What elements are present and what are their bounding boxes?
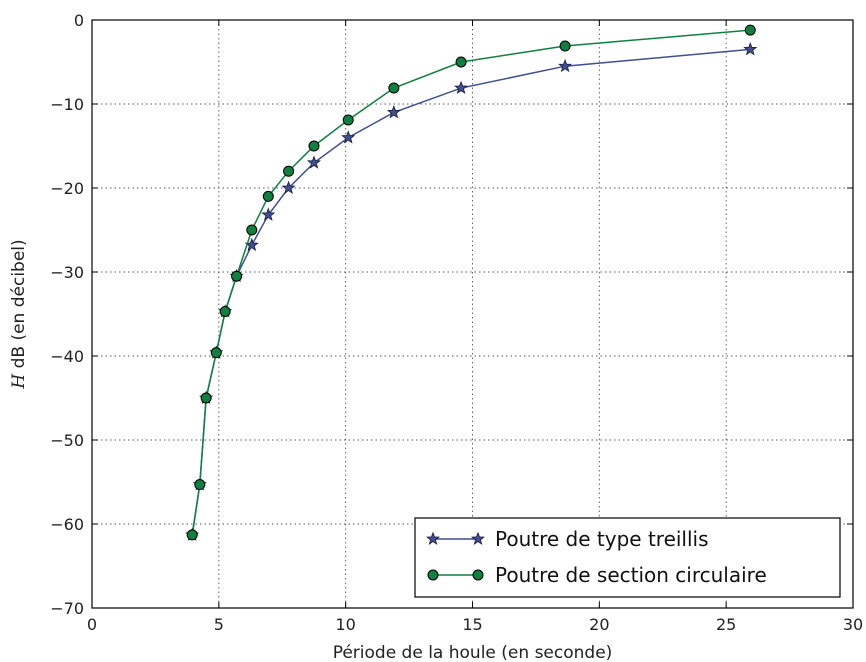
legend-marker-truss	[426, 531, 485, 545]
y-tick-label: −30	[50, 263, 84, 282]
x-tick-label: 30	[843, 615, 863, 634]
x-tick-label: 10	[335, 615, 355, 634]
legend-label-truss: Poutre de type treillis	[495, 527, 709, 551]
legend-marker-left	[426, 531, 440, 545]
legend-marker-left	[427, 569, 439, 581]
data-point	[210, 347, 222, 359]
data-point	[558, 58, 573, 73]
data-point	[341, 130, 356, 144]
data-point	[219, 305, 231, 317]
series-circular	[186, 24, 756, 541]
data-point	[283, 165, 295, 177]
data-point	[744, 24, 756, 36]
x-tick-label: 20	[589, 615, 609, 634]
legend: Poutre de type treillis Poutre de sectio…	[414, 517, 841, 598]
data-point	[231, 270, 243, 282]
tick-labels: 0 5 10 15 20 25 30 0 −10 −20 −30 −40 −50 −60 −70	[50, 11, 863, 634]
legend-marker-right	[471, 531, 485, 545]
legend-marker-right	[472, 569, 484, 581]
x-tick-label: 15	[462, 615, 482, 634]
x-axis-label: Période de la houle (en seconde)	[333, 643, 613, 662]
legend-entry-truss: Poutre de type treillis	[426, 527, 709, 551]
y-axis-label-text: dB (en décibel)	[9, 239, 29, 373]
data-point	[194, 479, 206, 491]
x-tick-label: 25	[716, 615, 736, 634]
y-tick-label: −60	[50, 515, 84, 534]
axis-ticks	[91, 19, 854, 609]
data-point	[281, 180, 296, 194]
data-point	[743, 42, 758, 56]
y-tick-label: 0	[74, 11, 84, 30]
data-point	[246, 224, 258, 236]
y-tick-label: −50	[50, 431, 84, 450]
y-tick-label: −40	[50, 347, 84, 366]
data-point	[186, 529, 198, 541]
data-point	[200, 392, 212, 404]
data-point	[454, 80, 469, 94]
x-tick-label: 5	[214, 615, 224, 634]
data-point	[261, 207, 276, 221]
data-point	[308, 140, 320, 152]
legend-label-circular: Poutre de section circulaire	[495, 563, 767, 587]
y-axis-label-symbol: H	[9, 373, 29, 390]
y-axis-label: H dB (en décibel)	[9, 239, 29, 389]
data-point	[342, 114, 354, 126]
y-tick-label: −20	[50, 179, 84, 198]
data-point	[388, 82, 400, 94]
data-point	[306, 155, 321, 169]
legend-entry-circular: Poutre de section circulaire	[427, 563, 767, 587]
data-point	[262, 190, 274, 202]
x-tick-label: 0	[87, 615, 97, 634]
y-tick-label: −70	[50, 599, 84, 618]
legend-marker-circular	[427, 569, 484, 581]
y-tick-label: −10	[50, 95, 84, 114]
data-point	[386, 105, 401, 119]
series-layer	[185, 24, 758, 541]
legend-box	[414, 517, 841, 598]
data-point	[455, 56, 467, 68]
data-point	[559, 40, 571, 52]
